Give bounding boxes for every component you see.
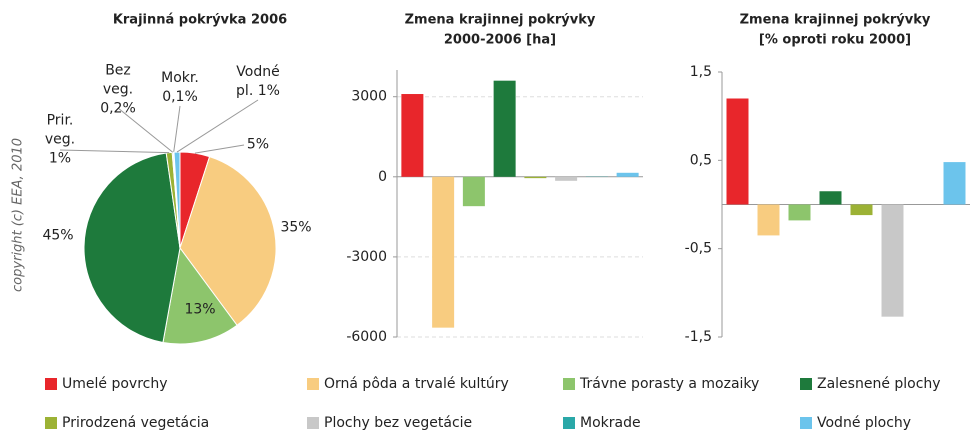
pie-label: 45%: [42, 227, 74, 244]
legend-label: Vodné plochy: [817, 415, 911, 431]
y-tick-label: -1,5: [685, 329, 712, 345]
bar: [462, 176, 485, 207]
pie-slice: [162, 246, 238, 345]
bar: [788, 204, 811, 221]
y-tick-label: 1,5: [690, 64, 712, 80]
legend-swatch: [800, 378, 812, 390]
chart-title: Zmena krajinnej pokrývky: [740, 13, 931, 28]
legend-swatch: [45, 378, 57, 390]
bar: [757, 204, 780, 236]
pie-label: Bez veg. 0,2%: [100, 62, 136, 117]
y-tick-label: -6000: [346, 329, 387, 345]
bar: [555, 176, 578, 181]
legend-label: Zalesnené plochy: [817, 376, 941, 392]
legend-label: Trávne porasty a mozaiky: [579, 376, 759, 392]
bar: [726, 98, 749, 205]
y-tick-label: -3000: [346, 249, 387, 265]
legend-label: Plochy bez vegetácie: [324, 415, 472, 431]
legend-swatch: [45, 417, 57, 429]
bar: [493, 80, 516, 177]
bar: [616, 172, 639, 177]
pie-slice: [179, 156, 277, 326]
pie-label: 5%: [246, 136, 270, 153]
pie-slice: [83, 152, 181, 344]
legend-swatch: [307, 378, 319, 390]
bar: [432, 176, 455, 328]
y-tick-label: 0,5: [690, 152, 712, 168]
bar: [401, 94, 424, 177]
legend-swatch: [563, 378, 575, 390]
pie-label: Vodné pl. 1%: [236, 64, 280, 99]
y-tick-label: 0: [378, 169, 387, 185]
chart-title: Krajinná pokrývka 2006: [113, 13, 287, 28]
chart-subtitle: 2000-2006 [ha]: [444, 33, 556, 48]
legend-swatch: [563, 417, 575, 429]
legend-swatch: [800, 417, 812, 429]
legend-label: Prirodzená vegetácia: [62, 415, 209, 431]
bar: [881, 204, 904, 317]
pie-label: 35%: [280, 219, 312, 236]
leader-line: [59, 149, 170, 154]
chart-subtitle: [% oproti roku 2000]: [759, 33, 911, 48]
bar: [850, 204, 873, 216]
legend-label: Mokrade: [580, 415, 641, 431]
bar: [524, 176, 547, 179]
leader-line: [117, 107, 174, 153]
legend-swatch: [307, 417, 319, 429]
leader-line: [194, 144, 245, 154]
chart-title: Zmena krajinnej pokrývky: [405, 13, 596, 28]
pie-label: Mokr. 0,1%: [161, 70, 199, 105]
legend-label: Umelé povrchy: [62, 376, 168, 392]
copyright: copyright (c) EEA, 2010: [11, 138, 26, 292]
pie-label: Prir. veg. 1%: [44, 112, 76, 167]
leader-line: [173, 105, 181, 153]
bar: [943, 162, 966, 205]
y-tick-label: -0,5: [685, 241, 712, 257]
pie-label: 13%: [184, 301, 216, 318]
leader-line: [176, 99, 259, 153]
y-tick-label: 3000: [351, 89, 387, 105]
legend-label: Orná pôda a trvalé kultúry: [324, 376, 509, 392]
bar: [819, 191, 842, 205]
